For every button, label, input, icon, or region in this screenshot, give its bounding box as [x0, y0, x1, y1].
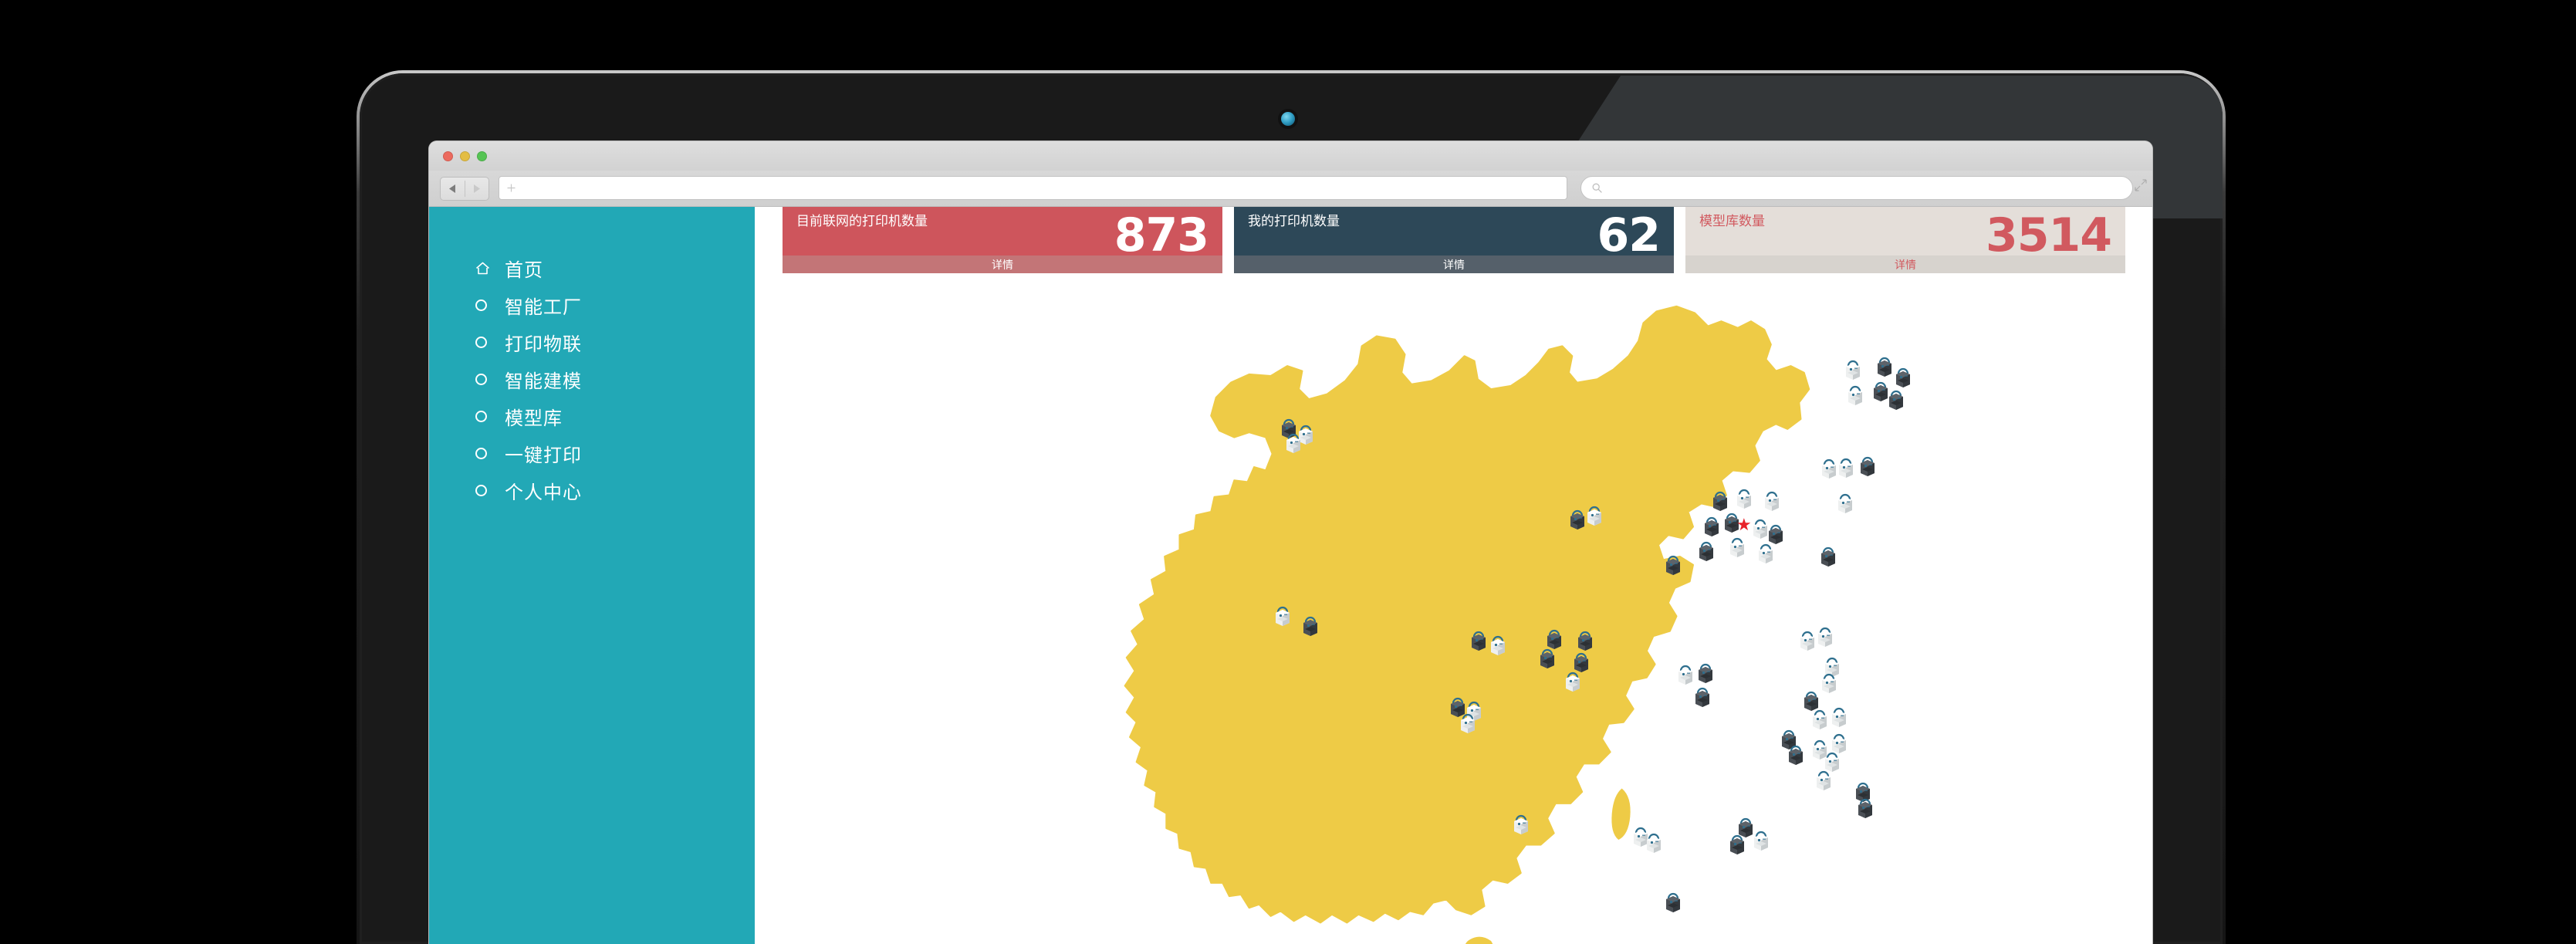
- printer-markers-layer: ★: [1036, 273, 1910, 944]
- forward-arrow-icon[interactable]: [465, 178, 489, 200]
- sidebar-item-model-library[interactable]: 模型库: [429, 398, 755, 435]
- sidebar-item-home[interactable]: 首页: [429, 249, 755, 286]
- browser-titlebar: [429, 141, 2152, 171]
- back-arrow-icon[interactable]: [441, 178, 465, 200]
- circle-icon: [475, 299, 495, 311]
- sidebar: 首页 智能工厂 打印物联 智能建模: [429, 207, 755, 944]
- browser-window: 首页 智能工厂 打印物联 智能建模: [429, 141, 2152, 944]
- search-icon: [1592, 183, 1602, 193]
- sidebar-item-label: 首页: [505, 259, 543, 281]
- sidebar-nav: 首页 智能工厂 打印物联 智能建模: [429, 249, 755, 509]
- sidebar-item-label: 打印物联: [505, 333, 582, 355]
- red-star-icon[interactable]: ★: [1736, 515, 1752, 535]
- stat-card-body: 模型库数量 3514: [1685, 207, 2125, 259]
- sidebar-item-personal-center[interactable]: 个人中心: [429, 472, 755, 509]
- stat-card-model-library: 模型库数量 3514 详情: [1685, 207, 2125, 273]
- stat-card-title: 目前联网的打印机数量: [796, 214, 928, 229]
- stat-card-details-button[interactable]: 详情: [1234, 255, 1674, 273]
- sidebar-item-label: 智能建模: [505, 370, 582, 392]
- china-map-panel: ★: [783, 273, 2152, 944]
- browser-toolbar: [429, 171, 2152, 207]
- cursor-plus-icon: [507, 184, 516, 192]
- close-window-button[interactable]: [443, 151, 453, 161]
- home-icon: [475, 262, 495, 275]
- webcam-icon: [1281, 112, 1295, 126]
- sidebar-item-label: 智能工厂: [505, 296, 582, 318]
- stat-card-title: 我的打印机数量: [1248, 214, 1340, 229]
- stat-cards: 目前联网的打印机数量 873 详情 我的打印机数量 62 详情 模型库数量: [783, 207, 2152, 273]
- app-page: 首页 智能工厂 打印物联 智能建模: [429, 207, 2152, 944]
- sidebar-item-smart-factory[interactable]: 智能工厂: [429, 286, 755, 323]
- search-bar[interactable]: [1580, 176, 2133, 200]
- stat-card-online-printers: 目前联网的打印机数量 873 详情: [783, 207, 1222, 273]
- circle-icon: [475, 336, 495, 348]
- sidebar-item-smart-modeling[interactable]: 智能建模: [429, 360, 755, 398]
- china-map-render[interactable]: [1035, 273, 1900, 944]
- stat-card-details-button[interactable]: 详情: [1685, 255, 2125, 273]
- circle-icon: [475, 373, 495, 385]
- stat-card-details-button[interactable]: 详情: [783, 255, 1222, 273]
- minimize-window-button[interactable]: [460, 151, 470, 161]
- sidebar-item-print-iot[interactable]: 打印物联: [429, 323, 755, 360]
- stat-card-body: 目前联网的打印机数量 873: [783, 207, 1222, 259]
- stat-card-value: 62: [1597, 208, 1661, 262]
- circle-icon: [475, 410, 495, 422]
- sidebar-item-label: 模型库: [505, 407, 563, 429]
- stat-card-title: 模型库数量: [1699, 214, 1765, 229]
- stat-card-my-printers: 我的打印机数量 62 详情: [1234, 207, 1674, 273]
- sidebar-item-one-click-print[interactable]: 一键打印: [429, 435, 755, 472]
- navigation-buttons: [440, 177, 489, 201]
- stat-card-value: 873: [1114, 208, 1209, 262]
- resize-grip-icon[interactable]: [2135, 179, 2147, 191]
- stat-card-body: 我的打印机数量 62: [1234, 207, 1674, 259]
- sidebar-item-label: 一键打印: [505, 444, 582, 466]
- address-bar[interactable]: [499, 176, 1567, 200]
- stat-card-value: 3514: [1986, 208, 2112, 262]
- circle-icon: [475, 447, 495, 459]
- circle-icon: [475, 484, 495, 496]
- sidebar-item-label: 个人中心: [505, 481, 582, 503]
- maximize-window-button[interactable]: [477, 151, 487, 161]
